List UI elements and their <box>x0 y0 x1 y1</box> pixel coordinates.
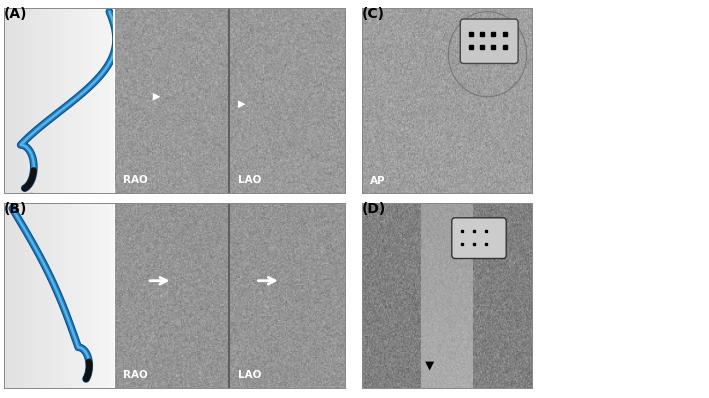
Text: (D): (D) <box>362 202 386 216</box>
FancyBboxPatch shape <box>460 19 518 63</box>
Text: (A): (A) <box>4 7 27 21</box>
Text: LAO: LAO <box>238 370 262 380</box>
FancyBboxPatch shape <box>452 218 506 259</box>
Text: (B): (B) <box>4 202 27 216</box>
Text: RAO: RAO <box>123 175 147 185</box>
Text: (C): (C) <box>362 7 384 21</box>
Text: RAO: RAO <box>123 370 147 380</box>
Text: LAO: LAO <box>238 175 262 185</box>
Text: AP: AP <box>370 176 386 186</box>
